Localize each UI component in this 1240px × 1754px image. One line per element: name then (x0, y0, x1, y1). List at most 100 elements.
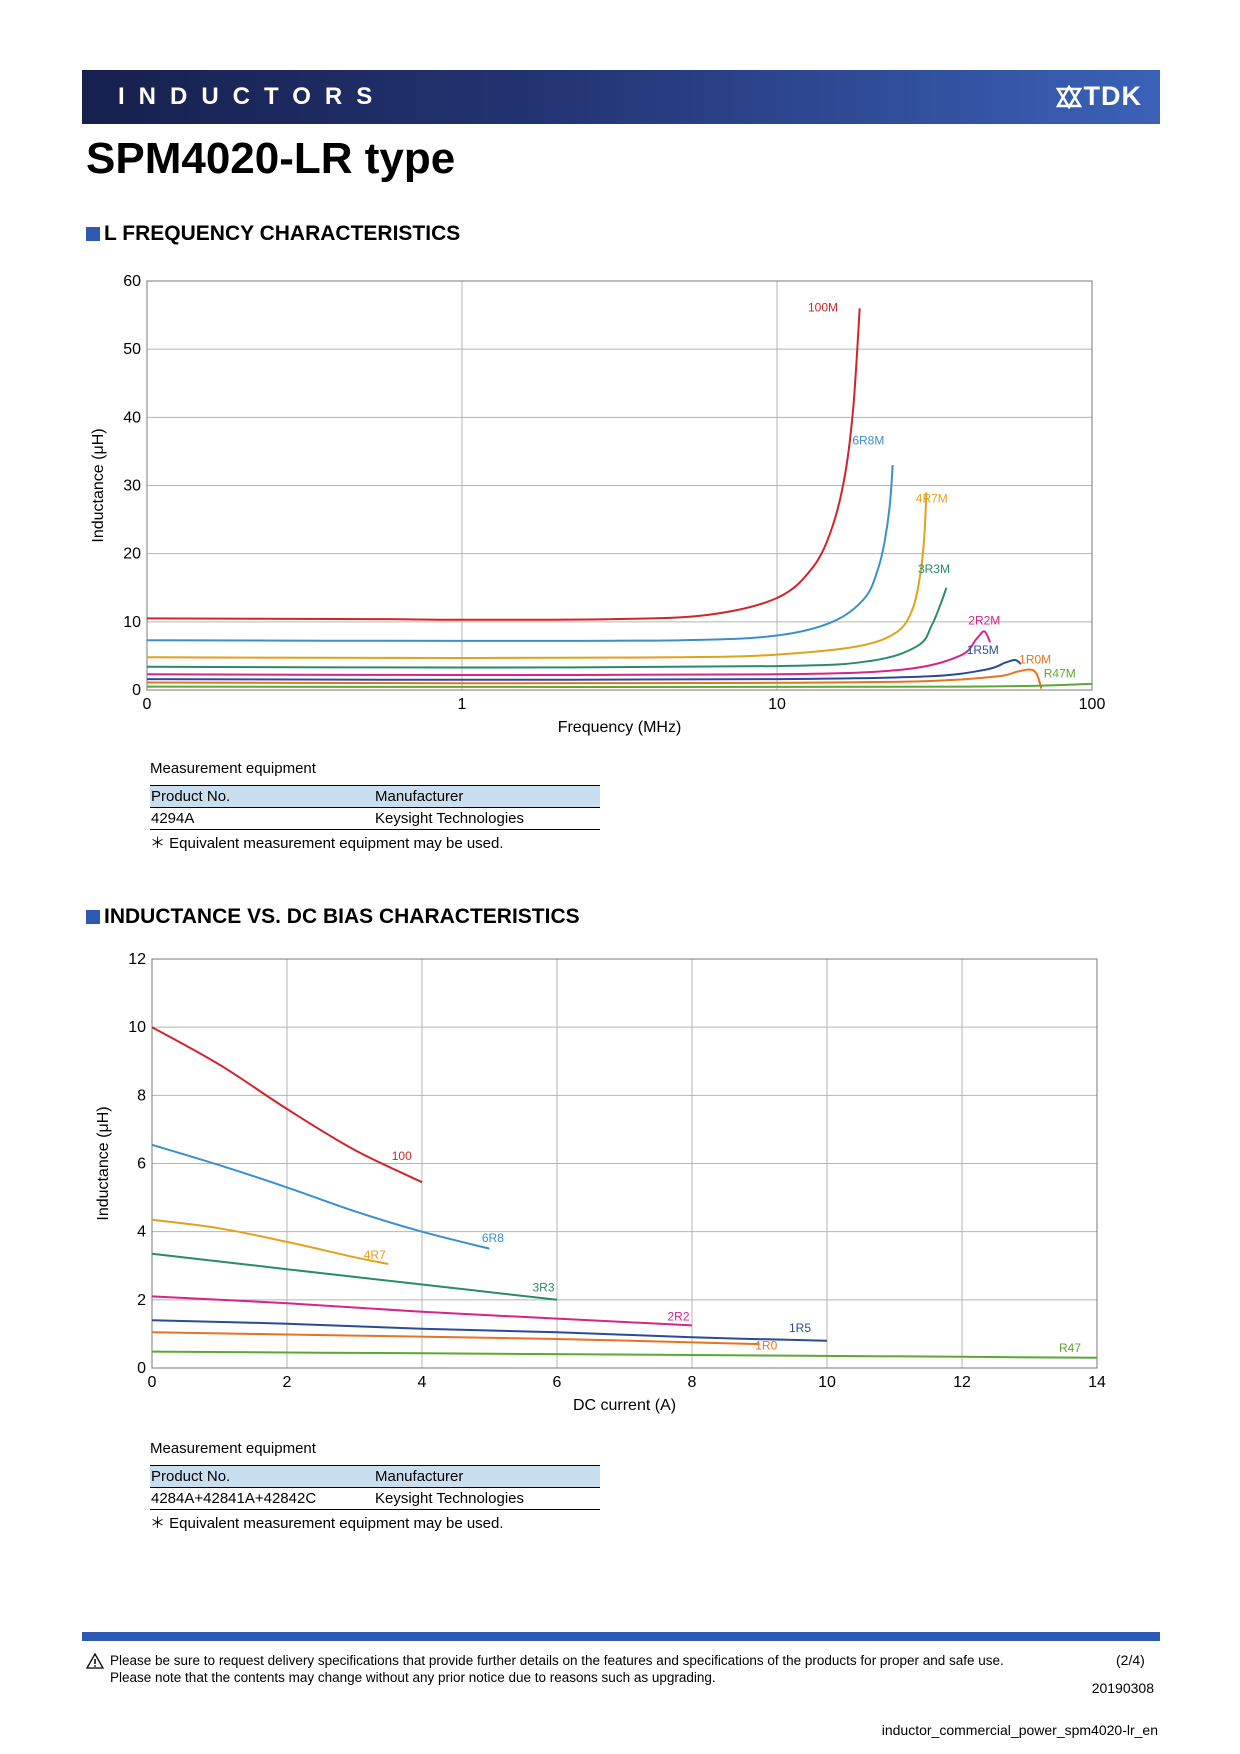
y-axis-title: Inductance (μH) (90, 428, 107, 542)
table-header: Manufacturer (374, 1465, 600, 1488)
frequency-chart: 0 1 10 100 0 10 20 30 40 50 60 Frequency (MHz) Induc… (90, 273, 1106, 736)
dc-bias-chart: 0 2 4 6 8 10 12 14 0 2 4 6 8 10 12 DC current (A) Induct… (95, 951, 1106, 1414)
measurement-label: Measurement equipment (150, 760, 316, 777)
table-cell: 4284A+42841A+42842C (150, 1487, 374, 1510)
series-label-2r2m: 2R2M (968, 614, 1000, 628)
series-label-3r3: 3R3 (532, 1280, 554, 1294)
series-label-1r0m: 1R0M (1019, 652, 1051, 666)
section-square-icon (86, 910, 100, 924)
series-line-r47m (146, 682, 1093, 688)
tdk-logo: TDK (1055, 81, 1143, 112)
series-line-1r5m (146, 658, 1022, 681)
plot-frame (151, 958, 1098, 1369)
x-tick-label: 100 (1079, 696, 1106, 713)
x-tick-label: 6 (553, 1374, 562, 1391)
series-line-2r2m (146, 630, 992, 677)
bias-section-title: INDUCTANCE VS. DC BIAS CHARACTERISTICS (86, 905, 580, 929)
y-tick-label: 6 (137, 1156, 146, 1173)
series-line-100 (151, 1026, 423, 1184)
measurement-note: ＊ Equivalent measurement equipment may b… (150, 835, 504, 852)
x-tick-label: 0 (143, 696, 152, 713)
series-label-100m: 100M (808, 301, 838, 315)
x-axis-title: DC current (A) (573, 1397, 676, 1414)
y-tick-label: 0 (137, 1360, 146, 1377)
x-tick-label: 1 (458, 696, 467, 713)
series-line-6r8 (151, 1143, 490, 1250)
y-tick-label: 12 (128, 951, 146, 968)
x-tick-label: 0 (148, 1374, 157, 1391)
page-number: (2/4) (1116, 1652, 1145, 1668)
tdk-logo-text: TDK (1083, 81, 1142, 111)
series-label-r47: R47 (1059, 1341, 1081, 1355)
freq-section-title: L FREQUENCY CHARACTERISTICS (86, 222, 460, 246)
x-tick-label: 4 (418, 1374, 427, 1391)
series-label-100: 100 (392, 1149, 412, 1163)
series-line-2r2 (151, 1295, 693, 1327)
footer-bar (82, 1632, 1160, 1641)
y-tick-label: 2 (137, 1292, 146, 1309)
page-title: SPM4020-LR type (86, 134, 456, 183)
series-label-3r3m: 3R3M (918, 562, 950, 576)
y-tick-label: 50 (123, 341, 141, 358)
series-line-4r7 (151, 1218, 389, 1265)
measurement-equipment-2: Measurement equipment Product No. Manufa… (150, 1440, 600, 1533)
x-axis-title: Frequency (MHz) (558, 719, 682, 736)
document-filename: inductor_commercial_power_spm4020-lr_en (881, 1722, 1158, 1738)
x-tick-label: 10 (818, 1374, 836, 1391)
section-square-icon (86, 227, 100, 241)
series-line-3r3 (151, 1252, 558, 1301)
x-tick-label: 12 (953, 1374, 971, 1391)
table-cell: Keysight Technologies (374, 807, 600, 830)
table-cell: 4294A (150, 807, 374, 830)
x-tick-label: 14 (1088, 1374, 1106, 1391)
measurement-table: Product No. Manufacturer 4294A Keysight … (150, 785, 600, 830)
series-line-1r0m (146, 668, 1043, 689)
y-tick-label: 10 (128, 1019, 146, 1036)
series-label-1r5: 1R5 (789, 1321, 811, 1335)
table-header: Product No. (150, 1465, 374, 1488)
series-line-1r5 (151, 1319, 828, 1342)
series-line-6r8m (146, 464, 894, 642)
y-tick-label: 4 (137, 1224, 146, 1241)
series-label-4r7: 4R7 (364, 1248, 386, 1262)
series-label-4r7m: 4R7M (916, 492, 948, 506)
y-tick-label: 8 (137, 1087, 146, 1104)
series-line-100m (146, 308, 861, 621)
footer-line-2: Please note that the contents may change… (110, 1670, 716, 1685)
measurement-equipment-1: Measurement equipment Product No. Manufa… (150, 760, 600, 853)
y-tick-label: 40 (123, 409, 141, 426)
measurement-table: Product No. Manufacturer 4284A+42841A+42… (150, 1465, 600, 1510)
measurement-note: ＊ Equivalent measurement equipment may b… (150, 1515, 504, 1532)
series-label-6r8: 6R8 (482, 1231, 504, 1245)
x-tick-label: 2 (283, 1374, 292, 1391)
tdk-emblem-icon (1055, 84, 1082, 109)
freq-section-title-text: L FREQUENCY CHARACTERISTICS (104, 222, 461, 245)
series-label-6r8m: 6R8M (852, 434, 884, 448)
x-tick-label: 10 (768, 696, 786, 713)
table-header: Manufacturer (374, 785, 600, 808)
y-tick-label: 30 (123, 478, 141, 495)
category-title: INDUCTORS (118, 83, 387, 110)
y-tick-label: 20 (123, 546, 141, 563)
x-tick-label: 8 (688, 1374, 697, 1391)
warning-icon (86, 1653, 104, 1669)
y-axis-title: Inductance (μH) (95, 1106, 112, 1220)
document-date: 20190308 (1091, 1680, 1154, 1696)
footer-line-1: Please be sure to request delivery speci… (110, 1653, 1004, 1668)
y-tick-label: 60 (123, 273, 141, 290)
series-label-1r5m: 1R5M (967, 643, 999, 657)
header-banner: INDUCTORS TDK (82, 70, 1160, 124)
y-tick-label: 0 (132, 682, 141, 699)
series-label-r47m: R47M (1044, 667, 1076, 681)
series-line-4r7m (146, 492, 928, 660)
series-line-1r0 (151, 1331, 760, 1346)
table-cell: Keysight Technologies (374, 1487, 600, 1510)
series-line-r47 (151, 1350, 1098, 1359)
series-line-3r3m (146, 587, 948, 669)
bias-section-title-text: INDUCTANCE VS. DC BIAS CHARACTERISTICS (104, 905, 580, 928)
series-label-1r0: 1R0 (755, 1338, 777, 1352)
table-header: Product No. (150, 785, 374, 808)
series-label-2r2: 2R2 (667, 1309, 689, 1323)
y-tick-label: 10 (123, 614, 141, 631)
plot-frame (146, 280, 1093, 691)
